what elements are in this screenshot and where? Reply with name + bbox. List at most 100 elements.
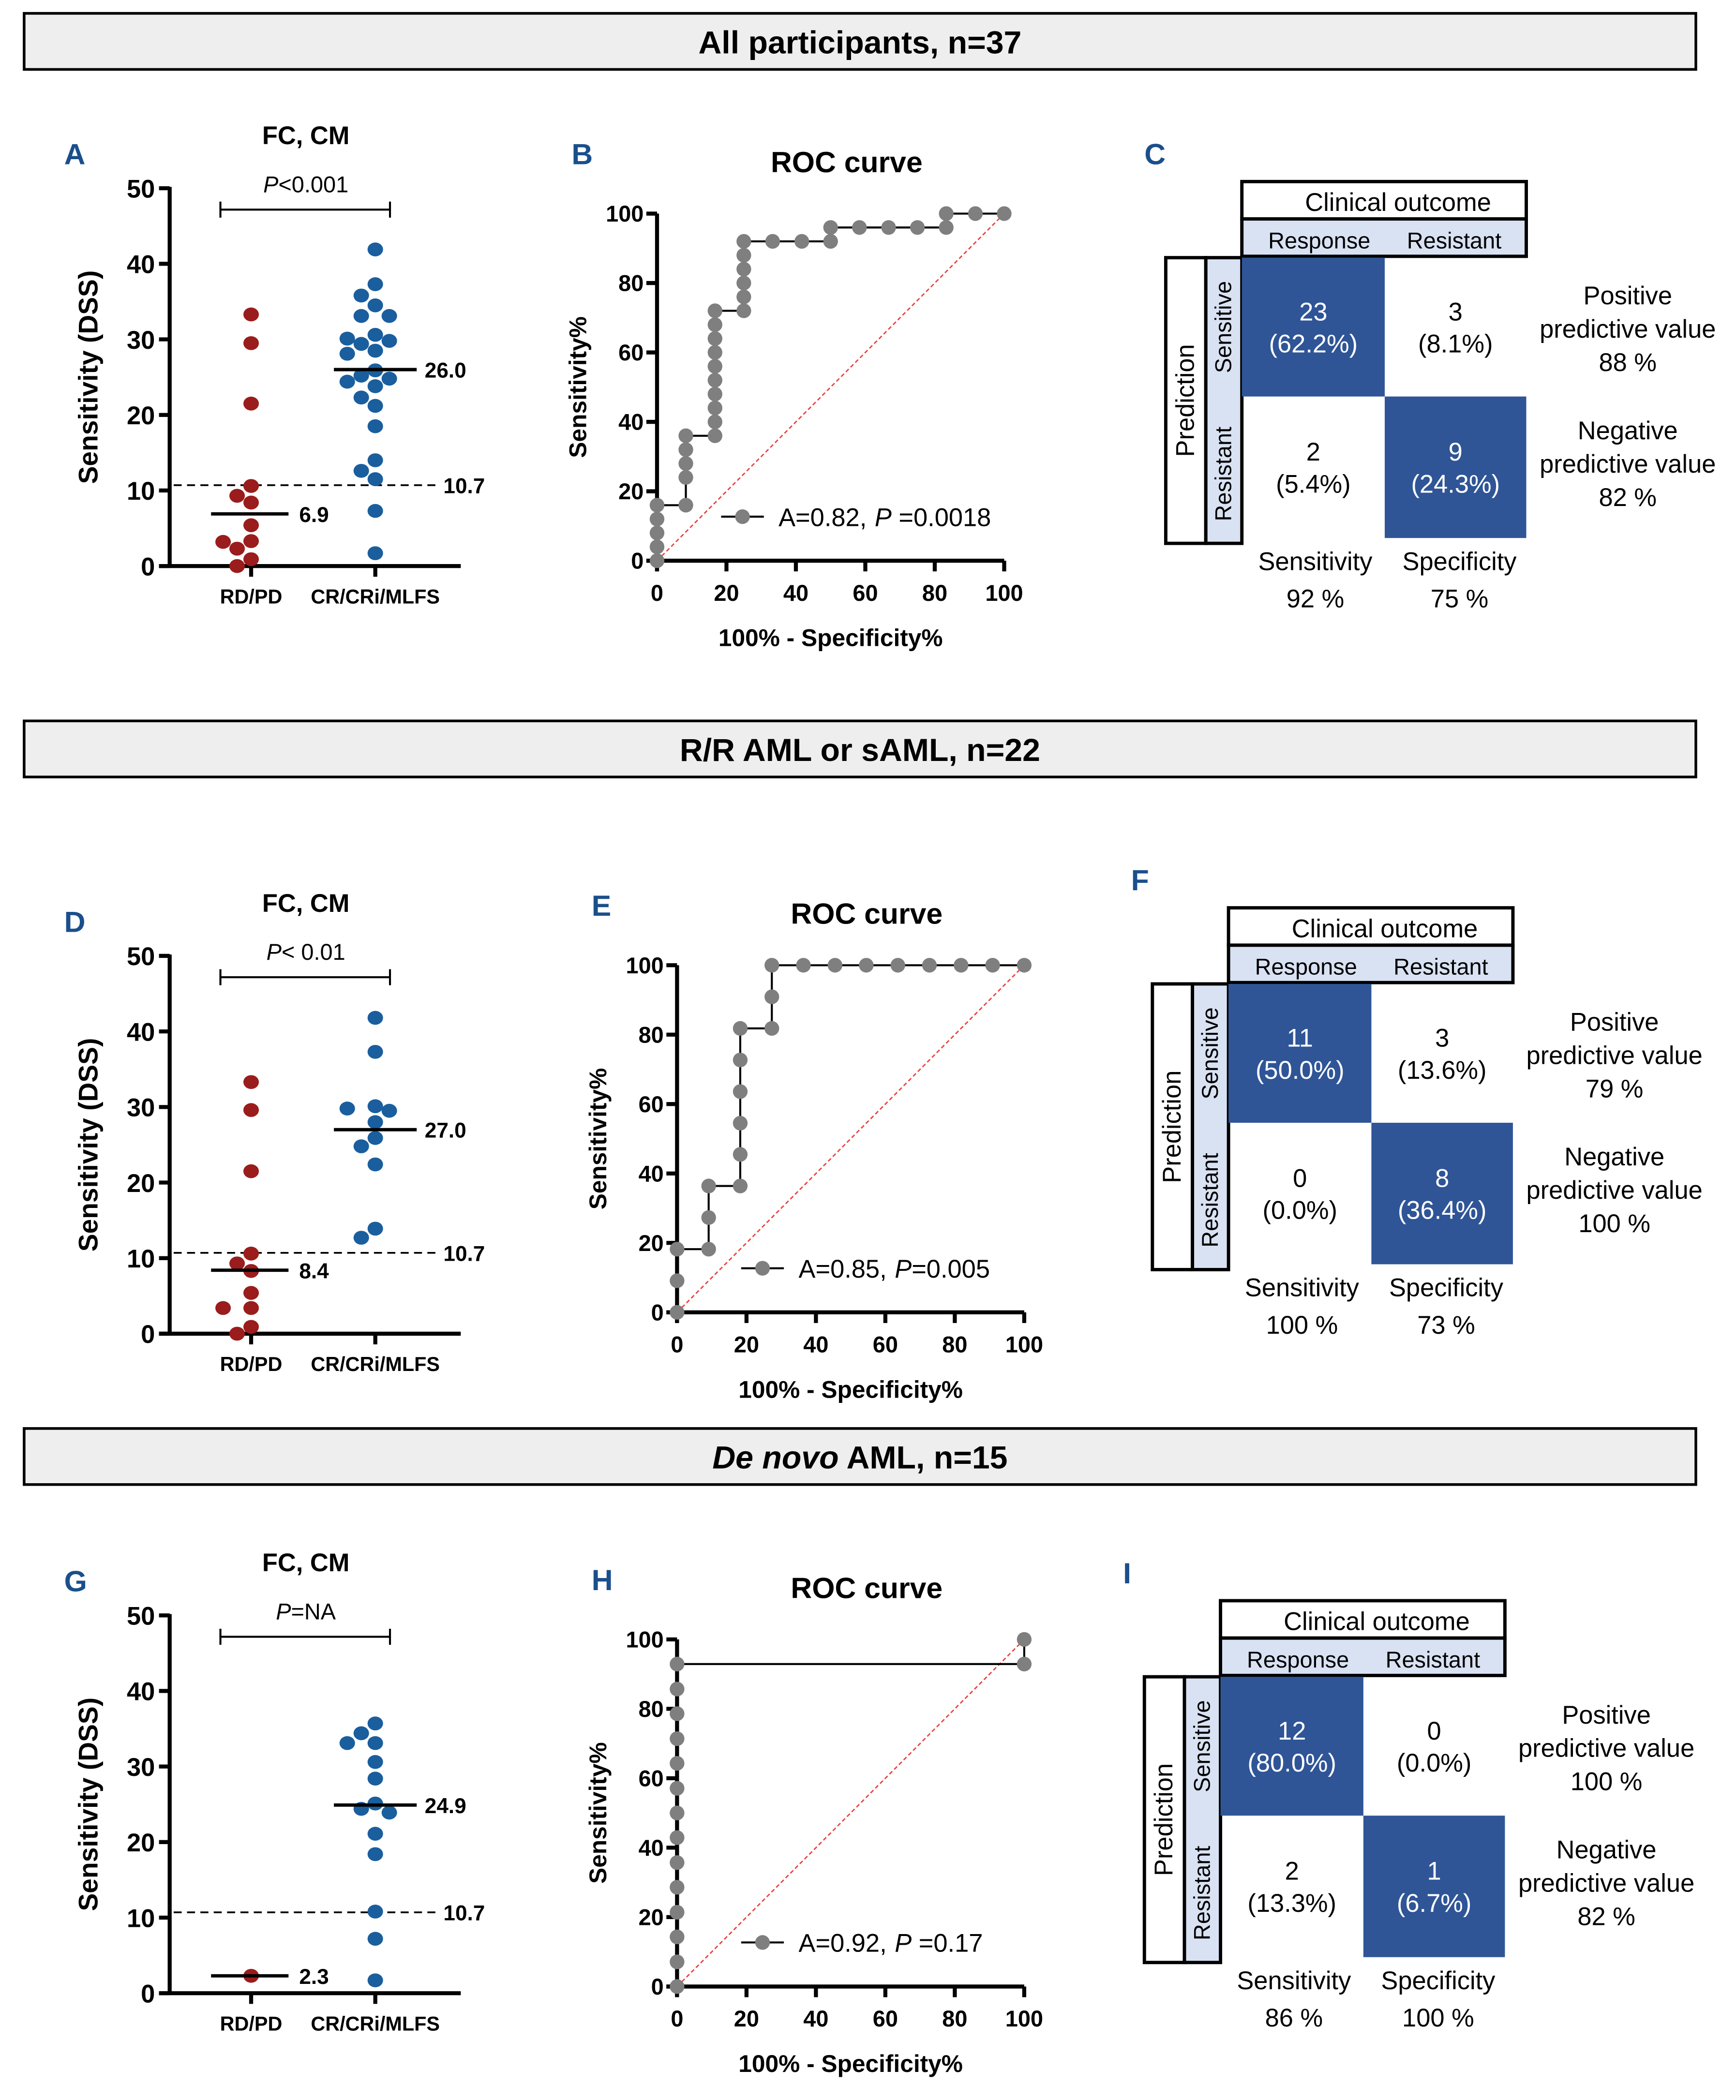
- x-tick-label: 80: [942, 1332, 967, 1357]
- ppv-value: 79 %: [1586, 1075, 1644, 1103]
- roc-point: [707, 401, 722, 416]
- responder-point: [367, 277, 383, 291]
- npv-label-1: Negative: [1564, 1143, 1664, 1171]
- y-tick-label: 20: [618, 479, 644, 504]
- cell-count: 2: [1285, 1858, 1299, 1886]
- column-label: Response: [1247, 1647, 1349, 1672]
- header-box: [1219, 1599, 1507, 1640]
- cell-count: 0: [1427, 1717, 1441, 1745]
- panel-letter: G: [64, 1565, 87, 1598]
- y-tick-label: 30: [127, 1094, 155, 1122]
- non-responder-point: [243, 479, 259, 493]
- x-tick-label: 20: [734, 1332, 759, 1357]
- roc-point: [670, 1656, 685, 1672]
- section-title: R/R AML or sAML, n=22: [680, 732, 1040, 768]
- x-axis-label: 100% - Specificity%: [738, 1376, 963, 1403]
- x-tick-label: 100: [1005, 2006, 1043, 2031]
- category-label: CR/CRi/MLFS: [311, 585, 440, 608]
- legend-p-italic: P: [895, 1930, 912, 1958]
- responder-point: [367, 1932, 383, 1946]
- cell-percent: (5.4%): [1276, 470, 1350, 498]
- non-responder-point: [243, 1286, 259, 1300]
- roc-point: [670, 1706, 685, 1721]
- roc-point: [670, 1880, 685, 1895]
- roc-point: [764, 1021, 779, 1036]
- roc-point: [670, 1731, 685, 1746]
- roc-point: [736, 262, 751, 277]
- panel-letter: A: [64, 137, 86, 170]
- y-tick-label: 10: [127, 1245, 155, 1273]
- non-responder-point: [215, 1301, 231, 1315]
- roc-point: [939, 206, 954, 221]
- cell-count: 0: [1293, 1164, 1307, 1192]
- x-tick-label: 60: [873, 2006, 898, 2031]
- y-axis-label: Sensitivity%: [565, 316, 592, 458]
- responder-point: [367, 328, 383, 342]
- roc-point: [649, 511, 665, 527]
- legend-marker: [735, 509, 750, 524]
- y-tick-label: 50: [127, 943, 155, 971]
- specificity-value: 73 %: [1417, 1311, 1475, 1340]
- non-responder-point: [243, 495, 259, 510]
- roc-point: [707, 428, 722, 443]
- row-header-box: [1164, 256, 1208, 545]
- responder-point: [367, 419, 383, 433]
- specificity-label: Specificity: [1389, 1274, 1504, 1302]
- y-tick-label: 0: [141, 1981, 155, 2009]
- roc-point: [707, 414, 722, 430]
- responder-point: [353, 337, 369, 351]
- p-italic: P: [263, 172, 278, 197]
- median-label: 2.3: [299, 1965, 329, 1989]
- cell-count: 2: [1306, 438, 1320, 466]
- cell-count: 9: [1449, 438, 1463, 466]
- section-title: De novo AML, n=15: [712, 1440, 1007, 1476]
- y-tick-label: 60: [618, 340, 644, 365]
- responder-point: [339, 331, 355, 346]
- roc-point: [733, 1116, 748, 1131]
- row-label-box: [1204, 256, 1244, 545]
- roc-point: [670, 1242, 685, 1257]
- cell-percent: (0.0%): [1263, 1197, 1337, 1225]
- npv-label-1: Negative: [1578, 417, 1678, 445]
- row-header-label: Prediction: [1150, 1763, 1178, 1876]
- matrix-cell-highlight: [1220, 1677, 1363, 1816]
- y-axis-label: Sensitivity%: [584, 1068, 612, 1210]
- median-label: 27.0: [425, 1119, 466, 1143]
- chart-title: ROC curve: [791, 897, 943, 930]
- column-label: Resistant: [1386, 1647, 1481, 1672]
- roc-point: [678, 456, 693, 471]
- y-axis-label: Sensitivity (DSS): [74, 270, 104, 484]
- roc-line: [676, 1639, 1025, 1987]
- panel-letter: H: [592, 1564, 613, 1596]
- y-tick-label: 0: [141, 553, 155, 581]
- column-label: Resistant: [1393, 954, 1488, 980]
- non-responder-point: [243, 1103, 259, 1117]
- row-label: Resistant: [1211, 427, 1236, 521]
- non-responder-point: [229, 1256, 245, 1271]
- x-tick-label: 80: [922, 581, 947, 606]
- x-axis-label: 100% - Specificity%: [738, 2050, 963, 2077]
- roc-point: [890, 958, 905, 973]
- roc-point: [670, 1979, 685, 1994]
- row-label: Sensitive: [1197, 1007, 1223, 1099]
- y-tick-label: 20: [127, 402, 155, 430]
- non-responder-point: [243, 1247, 259, 1261]
- y-tick-label: 20: [639, 1905, 664, 1930]
- threshold-label: 10.7: [443, 1902, 485, 1925]
- responder-point: [367, 1131, 383, 1145]
- roc-point: [670, 1305, 685, 1320]
- x-tick-label: 100: [1005, 1332, 1043, 1357]
- roc-point: [670, 1682, 685, 1697]
- roc-point: [764, 989, 779, 1004]
- roc-point: [733, 1178, 748, 1193]
- row-label: Sensitive: [1211, 281, 1236, 373]
- responder-point: [353, 463, 369, 478]
- responder-point: [339, 374, 355, 389]
- non-responder-point: [229, 1326, 245, 1341]
- roc-point: [733, 1084, 748, 1099]
- responder-point: [353, 1139, 369, 1153]
- panel-B-roc: B ROC curve Sensitivity% 100% - Specificity…: [565, 137, 1023, 651]
- npv-label-2: predictive value: [1540, 450, 1716, 478]
- roc-point: [707, 331, 722, 346]
- roc-point: [678, 470, 693, 485]
